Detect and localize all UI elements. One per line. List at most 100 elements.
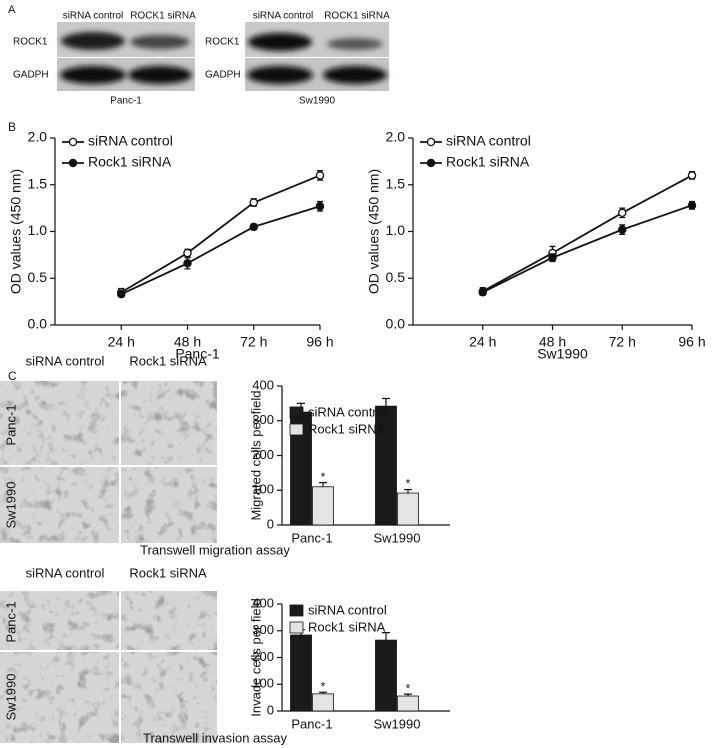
legend-marker [68,158,78,168]
lane-label: siRNA control [63,11,124,22]
bar [312,693,334,712]
lane-label: ROCK1 siRNA [324,11,390,22]
bar [375,639,397,712]
y-tick-label: 100 [252,482,274,497]
legend-label: siRNA control [308,602,387,617]
blot-panc1 [57,22,195,91]
panel-label: B [8,120,16,134]
y-tick-label: 1.0 [386,222,406,238]
y-tick-label: 300 [252,412,274,427]
micrograph-invasion [0,591,217,743]
point [687,171,697,180]
panel-label: C [8,369,17,383]
micrograph-migration [0,381,217,543]
significance-marker: * [321,679,326,693]
row-label: GADPH [205,70,241,81]
panel-label: A [8,4,16,16]
lane-label: siRNA control [253,11,314,22]
x-tick-label: Panc-1 [291,716,332,731]
column-label: Rock1 siRNA [129,565,207,580]
y-axis-label: Migrated cells per field [248,390,263,520]
row-label: Panc-1 [3,601,18,642]
legend-label: Rock1 siRNA [308,421,386,436]
line [120,205,321,295]
point [249,222,258,232]
point [315,202,325,211]
line [482,174,693,293]
y-tick-label: 100 [252,676,274,691]
y-tick-label: 2.0 [386,129,406,145]
bar [397,695,419,712]
row-label: ROCK1 [205,37,240,48]
caption: Transwell invasion assay [143,730,288,745]
y-tick-label: 0.5 [28,269,48,285]
x-tick-label: Sw1990 [374,716,421,731]
y-tick-label: 200 [252,649,274,664]
bar [312,486,334,526]
y-tick-label: 0 [267,702,274,717]
legend-label: Rock1 siRNA [308,619,386,634]
error-bar [382,397,390,407]
y-tick-label: 200 [252,447,274,462]
legend-label: Rock1 siRNA [446,154,530,170]
y-axis-label: Invade cells per field [248,598,263,717]
row-label: Panc-1 [3,404,18,445]
error-bar [382,632,390,641]
cell-line-label: Panc-1 [110,96,142,107]
point [618,208,627,218]
bar [375,405,397,526]
row-label: GADPH [13,70,49,81]
y-axis-label: OD values (450 nm) [366,169,382,294]
row-label: Sw1990 [3,674,18,721]
y-tick-label: 400 [252,377,274,392]
x-tick-label: 72 h [240,334,267,350]
x-tick-label: 48 h [539,334,566,350]
significance-marker: * [406,477,411,491]
x-axis-label: Panc-1 [175,346,220,362]
error-bar [404,488,412,494]
column-label: Rock1 siRNA [129,353,207,368]
point [478,288,487,297]
y-tick-label: 1.0 [28,222,48,238]
cell-line-label: Sw1990 [299,96,336,107]
x-tick-label: Sw1990 [374,530,421,545]
x-tick-label: Panc-1 [291,530,332,545]
row-label: Sw1990 [3,482,18,529]
legend-swatch [289,604,304,617]
x-tick-label: 96 h [306,334,333,350]
legend-marker [426,158,436,168]
column-label: siRNA control [26,353,105,368]
significance-marker: * [321,470,326,484]
significance-marker: * [406,681,411,695]
legend-swatch [289,621,304,634]
point [618,225,627,234]
y-tick-label: 300 [252,622,274,637]
point [183,259,192,268]
legend-label: siRNA control [308,404,387,419]
y-tick-label: 0.0 [28,316,48,332]
y-axis-label: OD values (450 nm) [8,169,24,294]
bar [397,492,419,526]
row-label: ROCK1 [13,37,48,48]
legend-marker [426,137,436,147]
point [687,201,697,210]
y-tick-label: 1.5 [28,175,48,191]
line [120,174,321,294]
point [315,171,325,180]
x-axis-label: Sw1990 [537,346,588,362]
legend-marker [68,137,78,147]
legend-label: Rock1 siRNA [88,154,172,170]
blot-sw1990 [245,22,389,91]
x-tick-label: 72 h [609,334,636,350]
caption: Transwell migration assay [140,542,290,557]
legend-swatch [289,406,304,419]
y-tick-label: 400 [252,595,274,610]
legend-label: siRNA control [88,133,173,149]
y-tick-label: 1.5 [386,175,406,191]
error-bar [319,482,327,487]
y-tick-label: 2.0 [28,129,48,145]
x-tick-label: 24 h [469,334,496,350]
point [548,253,557,262]
y-tick-label: 0.0 [386,316,406,332]
